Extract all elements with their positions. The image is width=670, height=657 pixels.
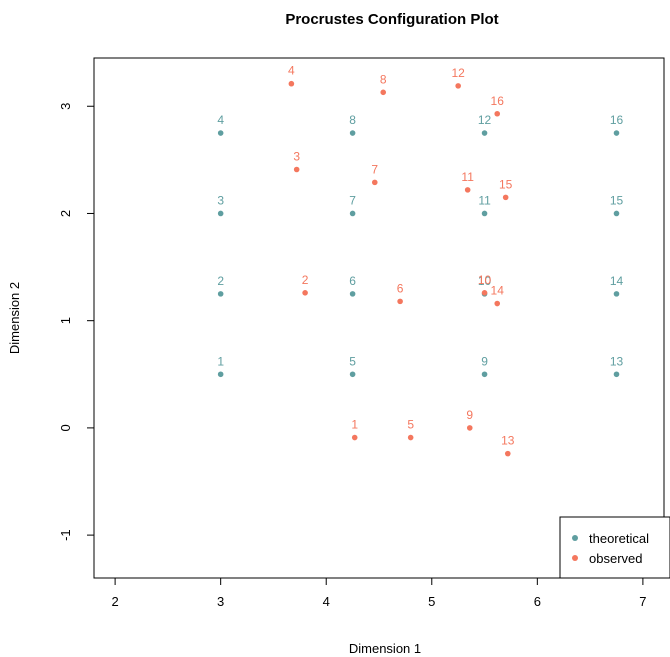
theoretical-point [349, 210, 356, 217]
observed-point [351, 434, 358, 441]
theoretical-point [217, 291, 224, 297]
observed-point-label: 2 [302, 273, 309, 287]
legend-label-observed: observed [589, 551, 642, 566]
legend-marker-theoretical [572, 535, 578, 541]
theoretical-point [481, 210, 488, 217]
observed-point-label: 9 [466, 408, 473, 422]
observed-point [455, 83, 461, 89]
observed-point [504, 450, 511, 457]
y-axis-label: Dimension 2 [7, 282, 22, 354]
y-tick-label: -1 [58, 529, 73, 541]
observed-point [494, 300, 501, 307]
theoretical-point [217, 130, 224, 136]
x-axis: 2 3 4 5 6 7 [111, 577, 647, 609]
observed-point-label: 12 [451, 66, 465, 80]
legend: theoretical observed [559, 516, 670, 579]
observed-point [371, 179, 378, 186]
x-tick-label: 2 [111, 594, 118, 609]
theoretical-point [217, 371, 224, 378]
theoretical-point-label: 1 [217, 354, 224, 368]
theoretical-point [217, 210, 224, 217]
theoretical-point [613, 130, 620, 136]
theoretical-point-label: 8 [349, 113, 356, 127]
theoretical-point-label: 11 [478, 193, 491, 207]
theoretical-point-label: 13 [610, 354, 624, 368]
x-tick-label: 4 [323, 594, 330, 609]
theoretical-point [349, 130, 356, 136]
y-axis: -1 0 1 2 3 [58, 103, 95, 541]
theoretical-point-label: 15 [610, 193, 624, 207]
y-tick-label: 0 [58, 424, 73, 431]
observed-point [397, 298, 403, 305]
observed-point-label: 5 [407, 418, 414, 432]
point-labels: 1234567891011121314151612345678910111213… [217, 64, 623, 448]
legend-box [559, 516, 670, 579]
y-tick-label: 3 [58, 103, 73, 110]
legend-marker-observed [572, 555, 578, 561]
theoretical-point [481, 130, 488, 136]
observed-point [288, 80, 295, 87]
theoretical-point-label: 16 [610, 113, 624, 127]
theoretical-point [349, 371, 356, 378]
observed-point [481, 290, 488, 296]
observed-point-label: 4 [288, 64, 295, 78]
data-points [217, 80, 620, 457]
theoretical-point-label: 3 [217, 193, 224, 207]
observed-point-label: 16 [491, 94, 505, 108]
observed-point-label: 3 [293, 150, 300, 164]
observed-point [380, 89, 387, 96]
observed-point [466, 425, 473, 431]
theoretical-point-label: 14 [610, 274, 624, 288]
theoretical-point-label: 5 [349, 354, 356, 368]
theoretical-point-label: 2 [217, 274, 224, 288]
chart-title: Procrustes Configuration Plot [285, 11, 498, 28]
y-tick-label: 2 [58, 210, 73, 217]
observed-point-label: 13 [501, 434, 515, 448]
y-tick-label: 1 [58, 317, 73, 324]
theoretical-point-label: 9 [481, 354, 488, 368]
observed-point [302, 290, 308, 296]
x-tick-label: 6 [534, 594, 541, 609]
observed-point-label: 8 [380, 72, 387, 86]
theoretical-point [613, 210, 620, 217]
x-axis-label: Dimension 1 [349, 641, 421, 656]
observed-point-label: 11 [461, 170, 474, 184]
theoretical-point-label: 7 [349, 193, 356, 207]
observed-point [502, 194, 509, 201]
theoretical-point-label: 4 [217, 113, 224, 127]
observed-point [407, 434, 414, 441]
observed-point-label: 1 [351, 418, 358, 432]
x-tick-label: 5 [428, 594, 435, 609]
theoretical-point-label: 10 [478, 274, 492, 288]
observed-point [293, 166, 300, 173]
plot-frame [93, 57, 665, 579]
theoretical-point [613, 371, 620, 378]
observed-point-label: 15 [499, 177, 513, 191]
theoretical-point-label: 6 [349, 274, 356, 288]
theoretical-point-label: 12 [478, 113, 492, 127]
theoretical-point [349, 291, 356, 297]
theoretical-point [613, 291, 620, 297]
observed-point [494, 110, 501, 117]
observed-point-label: 6 [397, 281, 404, 295]
observed-point-label: 14 [491, 284, 505, 298]
theoretical-point [481, 371, 488, 378]
observed-point-label: 10 [478, 273, 492, 287]
x-tick-label: 7 [639, 594, 646, 609]
observed-point-label: 7 [371, 162, 378, 176]
legend-label-theoretical: theoretical [589, 531, 649, 546]
x-tick-label: 3 [217, 594, 224, 609]
observed-point [464, 187, 471, 193]
